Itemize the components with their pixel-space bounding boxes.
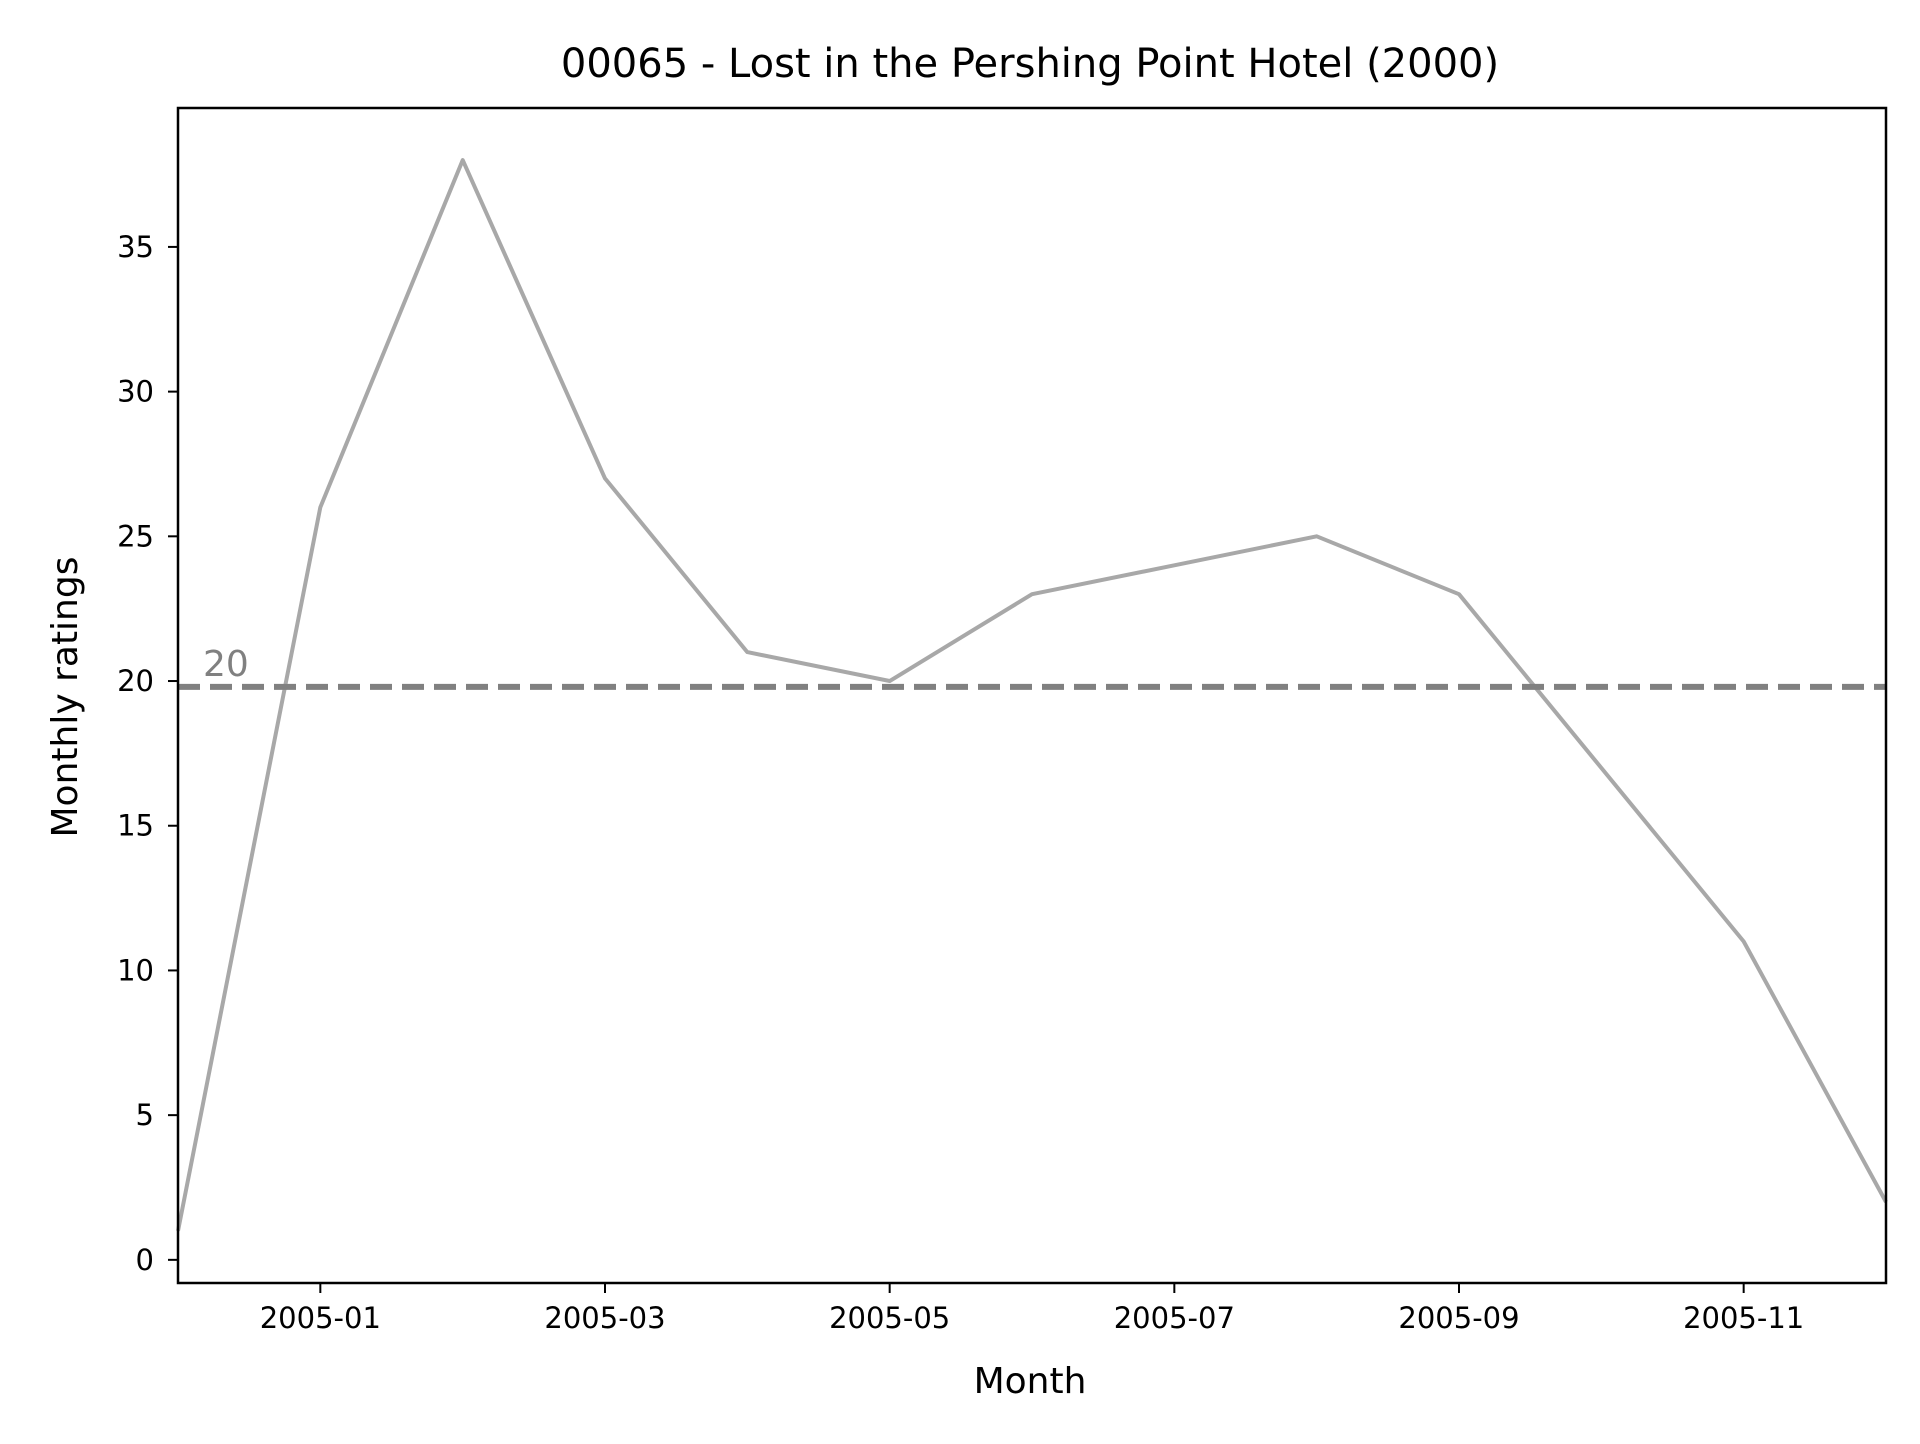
y-tick-label: 30 [117, 375, 154, 409]
y-tick-label: 25 [117, 519, 154, 553]
y-tick-label: 5 [136, 1098, 154, 1132]
y-tick-label: 20 [117, 664, 154, 698]
reference-line-label: 20 [203, 644, 249, 685]
plot-frame [176, 106, 1888, 1285]
x-tick-label: 2005-09 [1398, 1301, 1519, 1335]
y-tick-label: 10 [117, 953, 154, 987]
y-tick-label: 35 [117, 230, 154, 264]
x-tick-label: 2005-03 [544, 1301, 665, 1335]
y-tick-label: 0 [136, 1243, 154, 1277]
x-tick-label: 2005-01 [260, 1301, 381, 1335]
x-tick-label: 2005-11 [1683, 1301, 1804, 1335]
x-axis-label: Month [974, 1361, 1087, 1402]
y-axis-label: Monthly ratings [45, 557, 86, 838]
x-tick-label: 2005-05 [829, 1301, 950, 1335]
series-line-1 [176, 158, 1888, 1232]
y-tick-label: 15 [117, 809, 154, 843]
chart-title: 00065 - Lost in the Pershing Point Hotel… [561, 41, 1499, 87]
x-tick-label: 2005-07 [1114, 1301, 1235, 1335]
